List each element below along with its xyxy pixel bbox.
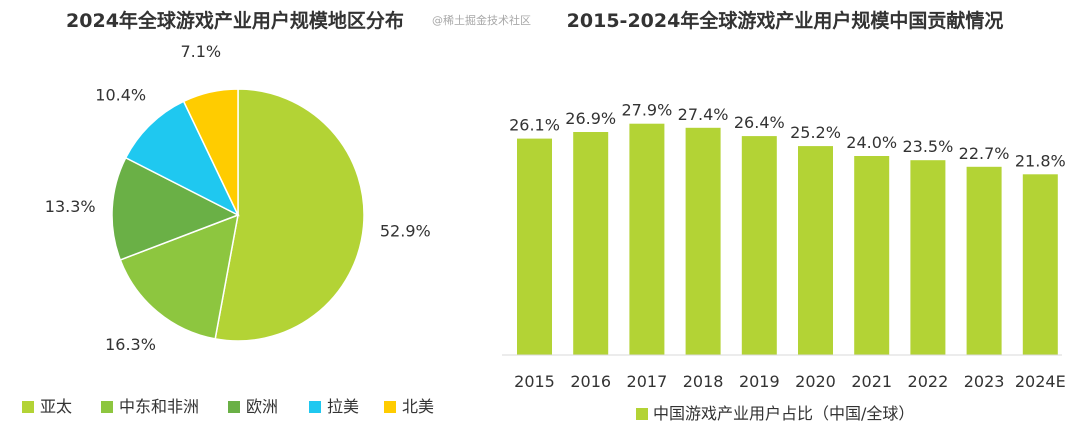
x-tick-label-2015: 2015 bbox=[514, 372, 555, 391]
bar-value-label-2024E: 21.8% bbox=[1015, 151, 1066, 170]
x-tick-label-2017: 2017 bbox=[627, 372, 668, 391]
x-tick-labels: 2015 2016 2017 2018 2019 2020 2021 2022 2023 2024… bbox=[514, 372, 1066, 391]
pie-value-label-latam: 10.4% bbox=[95, 86, 146, 105]
x-tick-label-2021: 2021 bbox=[851, 372, 892, 391]
bar-2015 bbox=[517, 138, 552, 355]
x-tick-label-2020: 2020 bbox=[795, 372, 836, 391]
bar-2019 bbox=[741, 136, 777, 355]
bar-value-label-2023: 22.7% bbox=[959, 144, 1010, 163]
pie-legend-swatch-na bbox=[384, 401, 396, 413]
x-tick-label-2024E: 2024E bbox=[1015, 372, 1066, 391]
bar-chart-title: 2015-2024年全球游戏产业用户规模中国贡献情况 bbox=[566, 10, 1004, 32]
pie-legend-label-apac: 亚太 bbox=[40, 397, 72, 416]
pie-slice-apac bbox=[214, 88, 365, 342]
bar-2022 bbox=[910, 160, 946, 355]
watermark: @稀土掘金技术社区 bbox=[432, 14, 531, 27]
bar-legend: 中国游戏产业用户占比（中国/全球） bbox=[636, 404, 914, 423]
pie-legend-label-latam: 拉美 bbox=[327, 397, 359, 416]
pie-legend: 亚太 中东和非洲 欧洲 拉美 北美 bbox=[22, 397, 434, 416]
bar-value-label-2018: 27.4% bbox=[678, 105, 729, 124]
pie-value-label-mea: 16.3% bbox=[105, 335, 156, 354]
x-tick-label-2022: 2022 bbox=[908, 372, 949, 391]
pie-legend-label-europe: 欧洲 bbox=[246, 397, 278, 416]
pie-legend-swatch-europe bbox=[228, 401, 240, 413]
pie-legend-label-na: 北美 bbox=[402, 397, 434, 416]
bar-2023 bbox=[966, 166, 1002, 355]
bar-2020 bbox=[798, 146, 833, 355]
pie-value-labels: 52.9% 16.3% 13.3% 10.4% 7.1% bbox=[45, 42, 431, 354]
bar-2017 bbox=[629, 123, 665, 355]
pie-slices bbox=[111, 88, 365, 342]
x-tick-label-2023: 2023 bbox=[964, 372, 1005, 391]
bar-value-label-2020: 25.2% bbox=[790, 123, 841, 142]
pie-chart-title: 2024年全球游戏产业用户规模地区分布 bbox=[66, 10, 404, 32]
pie-chart-panel: 2024年全球游戏产业用户规模地区分布 52.9% 16.3% 13.3% 10.4%… bbox=[0, 0, 470, 432]
pie-slice-na bbox=[182, 88, 239, 216]
bar-value-label-2022: 23.5% bbox=[902, 137, 953, 156]
bar-value-label-2015: 26.1% bbox=[509, 116, 560, 135]
pie-slice-latam bbox=[124, 100, 240, 217]
bar-value-label-2016: 26.9% bbox=[565, 109, 616, 128]
bar-2024E bbox=[1022, 174, 1058, 355]
bar-value-labels: 26.1% 26.9% 27.9% 27.4% 26.4% 25.2% 24.0% 23.5%… bbox=[509, 101, 1066, 171]
bar-legend-swatch bbox=[636, 408, 648, 420]
x-tick-label-2016: 2016 bbox=[570, 372, 611, 391]
x-tick-label-2019: 2019 bbox=[739, 372, 780, 391]
pie-value-label-europe: 13.3% bbox=[45, 197, 96, 216]
pie-legend-swatch-latam bbox=[309, 401, 321, 413]
pie-slice-mea bbox=[119, 213, 239, 340]
bars bbox=[517, 123, 1058, 355]
x-tick-label-2018: 2018 bbox=[683, 372, 724, 391]
bar-value-label-2017: 27.9% bbox=[621, 101, 672, 120]
pie-slice-europe bbox=[111, 156, 240, 261]
bar-2016 bbox=[573, 132, 609, 355]
bar-chart: 26.1% 26.9% 27.9% 27.4% 26.4% 25.2% 24.0% 23.5%… bbox=[502, 101, 1066, 423]
pie-chart: 52.9% 16.3% 13.3% 10.4% 7.1% 亚太 中东和非洲 欧洲 拉美 北美 bbox=[22, 42, 434, 416]
pie-legend-swatch-mea bbox=[101, 401, 113, 413]
bar-2018 bbox=[685, 127, 721, 355]
bar-value-label-2021: 24.0% bbox=[846, 133, 897, 152]
bar-value-label-2019: 26.4% bbox=[734, 113, 785, 132]
pie-value-label-apac: 52.9% bbox=[380, 221, 431, 240]
bar-2021 bbox=[854, 156, 890, 355]
bar-legend-label: 中国游戏产业用户占比（中国/全球） bbox=[653, 404, 914, 423]
pie-legend-label-mea: 中东和非洲 bbox=[119, 397, 199, 416]
pie-value-label-na: 7.1% bbox=[180, 42, 221, 61]
bar-chart-panel: 2015-2024年全球游戏产业用户规模中国贡献情况 26.1% 26.9% 27.… bbox=[490, 0, 1080, 432]
pie-legend-swatch-apac bbox=[22, 401, 34, 413]
